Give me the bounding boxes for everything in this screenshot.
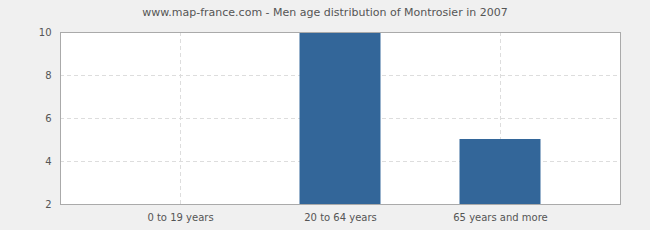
svg-text:10: 10 bbox=[39, 27, 52, 38]
svg-text:6: 6 bbox=[45, 113, 51, 124]
svg-text:2: 2 bbox=[45, 199, 51, 210]
svg-text:0 to 19 years: 0 to 19 years bbox=[147, 212, 213, 223]
svg-text:65 years and more: 65 years and more bbox=[453, 212, 548, 223]
svg-text:8: 8 bbox=[45, 70, 51, 81]
html-text:www.map-france.com - Men age d: www.map-france.com - Men age distributio… bbox=[142, 6, 508, 19]
svg-text:4: 4 bbox=[45, 156, 51, 167]
svg-text:20 to 64 years: 20 to 64 years bbox=[304, 212, 377, 223]
